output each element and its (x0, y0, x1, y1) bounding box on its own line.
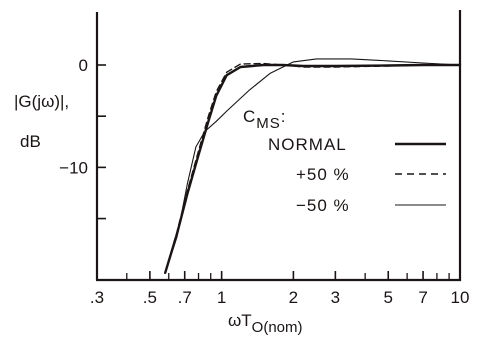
x-tick-label: 2 (289, 288, 298, 307)
legend-label-minus50: −50 % (296, 196, 350, 215)
legend-title-main: C (243, 107, 256, 126)
legend-title-subscript: MS (256, 115, 281, 132)
legend-label-plus50: +50 % (296, 165, 350, 184)
x-tick-label: 7 (418, 288, 427, 307)
x-tick-label: 1 (217, 288, 226, 307)
series-line-minus50 (164, 58, 461, 274)
x-tick-label: 3 (331, 288, 340, 307)
y-tick-marks (97, 64, 106, 220)
legend-label-normal: NORMAL (268, 135, 347, 154)
x-tick-label: 5 (384, 288, 393, 307)
y-axis-label-line2: dB (20, 132, 41, 151)
series-line-normal (163, 63, 462, 274)
x-axis-label-subscript: O(nom) (252, 319, 303, 336)
x-tick-label: .3 (90, 288, 104, 307)
x-axis-label: ωTO(nom) (228, 311, 303, 336)
series-lines (163, 58, 462, 274)
y-tick-labels: 0 −10 (59, 56, 88, 177)
x-tick-label: .5 (143, 288, 157, 307)
legend-title: CMS: (243, 107, 287, 132)
x-tick-marks (96, 271, 461, 280)
x-axis-label-main: ωT (228, 311, 252, 330)
x-tick-label: 10 (451, 288, 470, 307)
x-tick-labels: .3 .5 .7 1 2 3 5 7 10 (90, 288, 470, 307)
x-tick-label: .7 (178, 288, 192, 307)
y-tick-label: −10 (59, 158, 88, 177)
axes (95, 10, 462, 282)
legend: CMS: NORMAL +50 % −50 % (243, 107, 446, 215)
y-axis-label-line1: |G(jω)|, (14, 92, 69, 111)
y-tick-label: 0 (79, 56, 88, 75)
legend-title-colon: : (281, 107, 287, 126)
series-line-plus50 (164, 62, 461, 274)
